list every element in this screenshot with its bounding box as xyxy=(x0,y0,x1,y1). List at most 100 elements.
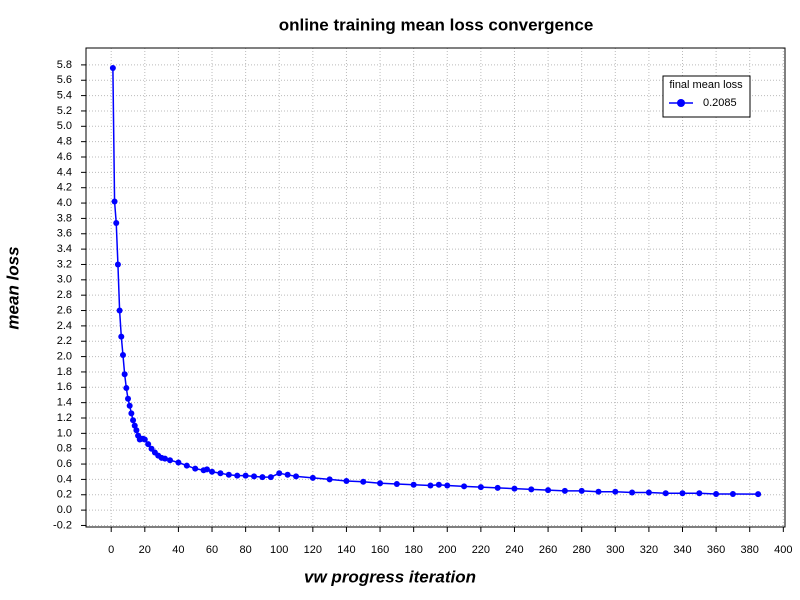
y-tick-label: 5.6 xyxy=(57,74,72,86)
y-tick-label: 0.0 xyxy=(57,504,72,516)
y-tick-label: 3.0 xyxy=(57,274,72,286)
x-tick-label: 300 xyxy=(606,544,624,556)
data-point xyxy=(284,471,291,478)
y-tick-label: 3.4 xyxy=(57,243,72,255)
x-tick-label: 400 xyxy=(774,544,792,556)
y-tick-label: 2.4 xyxy=(57,320,72,332)
data-point xyxy=(133,427,140,434)
data-point xyxy=(595,488,602,495)
data-point xyxy=(130,417,137,424)
y-tick-label: 2.2 xyxy=(57,335,72,347)
y-tick-label: -0.2 xyxy=(53,519,72,531)
plot-frame xyxy=(85,47,786,528)
data-point xyxy=(494,484,501,491)
data-point xyxy=(511,485,518,492)
data-point xyxy=(111,198,118,205)
data-point xyxy=(128,410,135,417)
y-tick-label: 1.0 xyxy=(57,427,72,439)
data-point xyxy=(267,474,274,481)
y-tick-label: 4.4 xyxy=(57,166,72,178)
data-point xyxy=(755,491,762,498)
y-tick-label: 1.6 xyxy=(57,381,72,393)
data-point xyxy=(545,487,552,494)
data-point xyxy=(131,422,138,429)
y-tick-label: 0.2 xyxy=(57,489,72,501)
y-tick-label: 2.0 xyxy=(57,350,72,362)
y-tick-label: 5.0 xyxy=(57,120,72,132)
x-tick-label: 320 xyxy=(640,544,658,556)
data-point xyxy=(126,402,133,409)
data-point xyxy=(141,436,148,443)
y-tick-label: 4.6 xyxy=(57,151,72,163)
x-tick-label: 280 xyxy=(573,544,591,556)
y-tick-label: 5.2 xyxy=(57,105,72,117)
data-point xyxy=(343,477,350,484)
data-point xyxy=(528,486,535,493)
data-point xyxy=(713,490,720,497)
data-point xyxy=(119,352,126,359)
y-tick-label: 1.8 xyxy=(57,366,72,378)
y-tick-label: 4.2 xyxy=(57,182,72,194)
data-point xyxy=(121,371,128,378)
data-point xyxy=(161,455,168,462)
data-point xyxy=(645,489,652,496)
data-point xyxy=(225,471,232,478)
data-point xyxy=(123,385,130,392)
data-point xyxy=(203,466,210,473)
x-tick-label: 240 xyxy=(505,544,523,556)
data-point xyxy=(578,487,585,494)
legend-marker xyxy=(677,99,685,107)
x-tick-label: 120 xyxy=(304,544,322,556)
x-tick-label: 160 xyxy=(371,544,389,556)
y-tick-label: 5.8 xyxy=(57,59,72,71)
y-tick-label: 1.4 xyxy=(57,397,72,409)
y-tick-label: 3.8 xyxy=(57,212,72,224)
data-point xyxy=(118,333,125,340)
data-point xyxy=(444,482,451,489)
x-tick-label: 380 xyxy=(741,544,759,556)
x-tick-label: 80 xyxy=(240,544,252,556)
y-tick-label: 5.4 xyxy=(57,89,72,101)
data-point xyxy=(175,459,182,466)
data-point xyxy=(113,220,120,227)
x-tick-label: 20 xyxy=(139,544,151,556)
data-point xyxy=(612,488,619,495)
data-point xyxy=(276,470,283,477)
chart-title: online training mean loss convergence xyxy=(279,15,594,34)
data-point xyxy=(293,473,300,480)
data-point xyxy=(125,395,132,402)
legend-box xyxy=(662,75,751,118)
data-point xyxy=(435,481,442,488)
data-point xyxy=(167,457,174,464)
data-point xyxy=(192,465,199,472)
data-point xyxy=(309,474,316,481)
y-tick-label: 3.2 xyxy=(57,258,72,270)
x-tick-label: 260 xyxy=(539,544,557,556)
data-point xyxy=(679,490,686,497)
data-point xyxy=(114,261,121,268)
x-tick-label: 200 xyxy=(438,544,456,556)
x-tick-label: 220 xyxy=(472,544,490,556)
data-point xyxy=(461,483,468,490)
y-tick-label: 2.6 xyxy=(57,304,72,316)
data-point xyxy=(477,484,484,491)
x-tick-label: 340 xyxy=(673,544,691,556)
y-tick-label: 1.2 xyxy=(57,412,72,424)
data-point xyxy=(729,490,736,497)
data-point xyxy=(326,476,333,483)
data-point xyxy=(259,474,266,481)
data-point xyxy=(393,481,400,488)
y-tick-label: 0.6 xyxy=(57,458,72,470)
y-tick-label: 2.8 xyxy=(57,289,72,301)
data-point xyxy=(377,480,384,487)
data-point xyxy=(696,490,703,497)
data-point xyxy=(116,307,123,314)
x-axis-label: vw progress iteration xyxy=(304,567,476,586)
legend-title: final mean loss xyxy=(669,79,743,91)
data-point xyxy=(427,482,434,489)
y-tick-label: 0.8 xyxy=(57,443,72,455)
x-tick-label: 60 xyxy=(206,544,218,556)
x-tick-label: 180 xyxy=(404,544,422,556)
y-tick-label: 4.0 xyxy=(57,197,72,209)
x-tick-label: 0 xyxy=(108,544,114,556)
